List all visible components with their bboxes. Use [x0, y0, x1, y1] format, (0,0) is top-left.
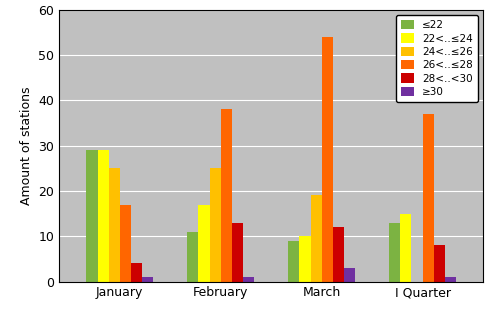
- Legend: ≤22, 22<..≤24, 24<..≤26, 26<..≤28, 28<..<30, ≥30: ≤22, 22<..≤24, 24<..≤26, 26<..≤28, 28<..…: [396, 15, 478, 102]
- Bar: [333, 227, 344, 282]
- Bar: [400, 214, 412, 282]
- Bar: [86, 150, 98, 282]
- Bar: [108, 168, 120, 282]
- Bar: [142, 277, 153, 282]
- Bar: [98, 150, 108, 282]
- Bar: [120, 204, 131, 282]
- Bar: [288, 241, 299, 282]
- Bar: [434, 245, 445, 282]
- Bar: [199, 204, 210, 282]
- Bar: [243, 277, 254, 282]
- Bar: [344, 268, 355, 282]
- Y-axis label: Amount of stations: Amount of stations: [20, 86, 33, 205]
- Bar: [221, 109, 232, 282]
- Bar: [423, 114, 434, 282]
- Bar: [187, 232, 199, 282]
- Bar: [321, 37, 333, 282]
- Bar: [389, 223, 400, 282]
- Bar: [445, 277, 456, 282]
- Bar: [210, 168, 221, 282]
- Bar: [311, 196, 321, 282]
- Bar: [299, 236, 311, 282]
- Bar: [232, 223, 243, 282]
- Bar: [131, 263, 142, 282]
